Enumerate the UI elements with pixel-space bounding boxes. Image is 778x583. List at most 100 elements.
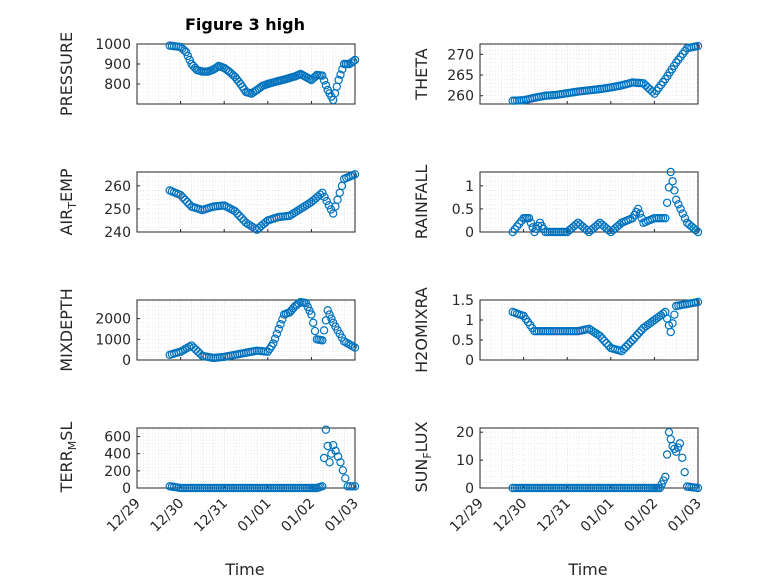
data-point <box>693 483 703 493</box>
data-point <box>525 483 535 493</box>
data-point <box>674 200 683 209</box>
y-tick-label: 240 <box>104 225 131 241</box>
data-point <box>222 483 231 493</box>
data-point <box>243 219 253 229</box>
data-point <box>597 334 607 343</box>
data-point <box>274 483 283 493</box>
data-point <box>178 193 187 202</box>
data-point <box>693 41 703 51</box>
data-point <box>193 347 203 356</box>
data-point <box>318 482 327 491</box>
data-point <box>517 483 526 493</box>
data-point <box>600 336 609 345</box>
data-point <box>181 47 191 57</box>
data-point <box>319 453 329 463</box>
data-point <box>523 483 533 493</box>
data-point <box>259 483 268 493</box>
data-point <box>246 221 255 230</box>
data-point <box>263 483 272 493</box>
data-point <box>545 327 554 336</box>
ylabel-terr-msl: TERRMSL <box>57 422 79 494</box>
data-point <box>291 483 301 493</box>
data-point <box>512 483 522 493</box>
data-point <box>322 196 331 206</box>
data-point <box>547 227 557 237</box>
data-point <box>641 483 650 493</box>
ylabel-theta: THETA <box>412 48 431 100</box>
data-point <box>606 483 616 493</box>
data-point <box>287 483 296 493</box>
axes-frame <box>479 299 699 361</box>
data-point <box>233 209 242 218</box>
panel-h2omixra: 0 0.5 1 1.5 <box>452 293 703 369</box>
data-point <box>602 483 611 493</box>
data-point <box>325 458 334 467</box>
panel-sun_flux: 0 10 20 12/29 12/30 12/31 01/01 01/02 01/03 <box>447 425 705 535</box>
data-point <box>658 213 668 223</box>
data-point <box>547 327 557 336</box>
data-point <box>300 201 310 211</box>
data-point <box>270 334 280 343</box>
data-point <box>680 213 690 223</box>
data-point <box>619 344 629 354</box>
data-point <box>617 483 626 493</box>
y-tick-label: 800 <box>104 77 131 93</box>
data-point <box>291 207 301 216</box>
y-tick-label: 2000 <box>95 312 131 328</box>
data-point <box>237 483 246 493</box>
data-point <box>593 483 602 493</box>
data-point <box>560 227 570 237</box>
data-point <box>233 483 242 493</box>
data-point <box>634 328 644 337</box>
ylabel-sun-flux: SUNFLUX <box>412 421 434 492</box>
panel-pressure: 800 900 1000 <box>95 37 360 105</box>
data-point <box>272 329 282 338</box>
data-point <box>257 483 266 493</box>
data-point <box>536 483 546 493</box>
data-point <box>662 198 672 207</box>
data-point <box>321 425 331 434</box>
y-tick-label: 0.5 <box>452 333 474 349</box>
data-point <box>230 207 240 216</box>
data-point <box>613 483 622 493</box>
y-tick-label: 0 <box>465 225 474 241</box>
data-point <box>319 326 329 335</box>
data-point <box>515 219 524 228</box>
data-point <box>267 483 277 493</box>
data-point <box>643 483 653 493</box>
data-point <box>241 218 251 227</box>
data-point <box>560 483 570 493</box>
data-point <box>547 483 557 493</box>
data-point <box>648 87 657 96</box>
data-point <box>182 483 192 493</box>
y-tick-label: 1 <box>465 313 474 329</box>
data-point <box>336 70 345 79</box>
data-point <box>335 188 344 197</box>
data-point <box>591 328 600 338</box>
data-point <box>512 222 522 231</box>
data-point <box>325 310 334 319</box>
data-point <box>661 213 670 223</box>
data-point <box>298 203 307 212</box>
data-point <box>265 483 275 493</box>
data-point <box>515 483 524 493</box>
data-point <box>289 208 299 218</box>
data-point <box>318 71 327 80</box>
data-point <box>586 326 596 335</box>
data-point <box>632 483 642 493</box>
data-point <box>323 306 332 315</box>
data-point <box>524 213 534 223</box>
data-point <box>252 483 262 493</box>
x-tick-label: 01/02 <box>621 496 661 536</box>
data-point <box>656 213 666 223</box>
data-point <box>296 483 305 493</box>
data-point <box>237 213 246 223</box>
data-point <box>321 80 331 90</box>
data-point <box>338 466 348 475</box>
data-point <box>602 339 611 348</box>
data-point <box>670 310 679 319</box>
data-point <box>637 483 646 493</box>
data-point <box>626 483 635 493</box>
data-point <box>294 483 303 493</box>
data-point <box>534 327 544 336</box>
